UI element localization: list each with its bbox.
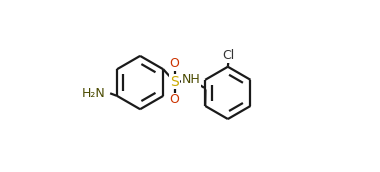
Text: S: S — [170, 75, 179, 89]
Text: NH: NH — [182, 73, 200, 87]
Text: O: O — [169, 57, 179, 70]
Text: O: O — [169, 93, 179, 106]
Text: Cl: Cl — [223, 49, 235, 62]
Text: H₂N: H₂N — [82, 87, 106, 100]
